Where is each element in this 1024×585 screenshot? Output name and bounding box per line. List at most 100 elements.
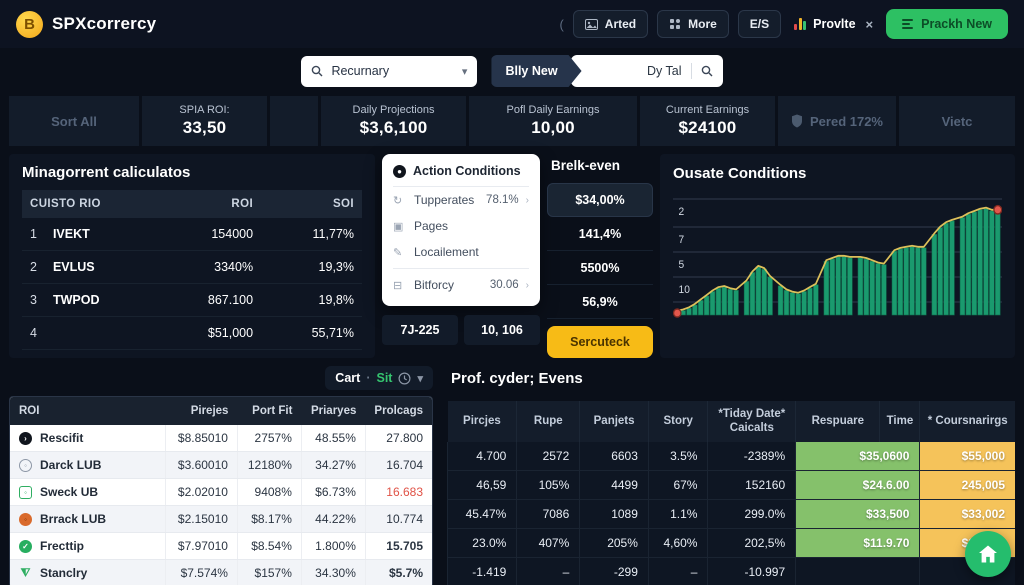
footer-value-2: 10, 106 xyxy=(464,315,540,345)
roi-value-cell: $3.60010 xyxy=(165,451,238,479)
breakeven-selected-value: $34,00% xyxy=(547,183,653,217)
more-label: More xyxy=(688,17,717,31)
roi-value-cell: $7.574% xyxy=(165,559,238,585)
breakeven-title: Brelk-even xyxy=(551,158,621,173)
recurnary-search-input[interactable]: Recurnary ▾ xyxy=(301,55,478,87)
popup-item-tupperates[interactable]: ↻ Tupperates 78.1% › xyxy=(393,187,529,213)
prof-value-cell: 4,60% xyxy=(647,528,708,558)
row-rank: 4 xyxy=(22,316,45,350)
funnel-row-icon: ⧨ xyxy=(20,566,31,579)
vietc-button[interactable]: Vietc xyxy=(899,96,1015,146)
prof-value-cell: -2389% xyxy=(707,441,796,471)
prof-title: Prof. cyder; Evens xyxy=(451,370,583,387)
ring-row-icon: ◦ xyxy=(19,458,32,472)
roi-row-name: ◦ Brrack LUB xyxy=(19,512,156,526)
current-earnings-value: $24100 xyxy=(678,118,737,137)
roi-name-text: Frecttip xyxy=(40,539,85,553)
col-soi: SOI xyxy=(261,190,362,218)
pofl-earnings-value: 10,00 xyxy=(531,118,575,137)
table-row[interactable]: -1.419– -299– -10.997 xyxy=(446,557,1015,585)
prof-col-header: Pircjes xyxy=(447,401,517,442)
prof-value-cell: 46,59 xyxy=(446,470,517,500)
row-soi: 11,77% xyxy=(261,218,362,251)
col-cuisto-rio: CUISTO RIO xyxy=(22,190,156,218)
table-row[interactable]: 4.700 2572 6603 3.5% -2389% $35,0600 $55,000 xyxy=(446,441,1015,471)
table-row[interactable]: ⧨ Stanclry $7.574% $157% 34.30% $5.7% xyxy=(10,559,432,585)
sercuteck-button[interactable]: Sercuteck xyxy=(547,326,653,358)
coursnarirgs-cell: 245,005 xyxy=(919,470,1015,500)
roi-value-cell: 1.800% xyxy=(300,532,366,560)
table-row[interactable]: ✓ Frecttip $7.97010 $8.54% 1.800% 15.705 xyxy=(10,532,432,560)
prof-value-cell: 67% xyxy=(647,470,708,500)
dytal-search-box[interactable]: Dy Tal xyxy=(570,55,723,87)
row-name xyxy=(44,316,156,350)
roi-value-cell: 16.704 xyxy=(364,451,432,479)
stats-row: Sort All SPIA ROI: 33,50 Daily Projectio… xyxy=(0,96,1024,146)
table-row[interactable]: ◦ Sweck UB $2.02010 9408% $6.73% 16.683 xyxy=(10,478,432,506)
row-soi: 55,71% xyxy=(261,316,362,350)
prof-header-row: Pircjes Rupe Panjets Story *Tiday Date* Caic… xyxy=(447,401,1015,442)
table-row[interactable]: 4 $51,000 55,71% xyxy=(22,316,362,350)
roi-col-header: ROI xyxy=(10,397,166,425)
provlte-chip[interactable]: Provlte × xyxy=(790,11,877,38)
table-row[interactable]: 45.47% 7086 1089 1.1% 299.0% $33,500 $33,002 xyxy=(446,499,1015,529)
arted-label: Arted xyxy=(604,17,637,31)
table-row[interactable]: ◦ Darck LUB $3.60010 12180% 34.27% 16.704 xyxy=(10,451,432,479)
ousate-chart: 2 7 5 10 xyxy=(673,191,1002,319)
pered-badge-button[interactable]: Pered 172% xyxy=(778,96,896,146)
minagorrent-panel: Minagorrent caliculatos CUISTO RIO ROI S… xyxy=(9,154,375,358)
col-roi: ROI xyxy=(155,190,262,218)
popup-item-label: Pages xyxy=(414,219,449,233)
es-button[interactable]: E/S xyxy=(737,10,782,38)
pofl-earnings-stat: Pofl Daily Earnings 10,00 xyxy=(469,96,637,146)
action-dot-icon: ● xyxy=(393,164,406,178)
location-icon: ✎ xyxy=(393,246,403,259)
roi-value-cell: $5.7% xyxy=(364,559,432,585)
home-fab-button[interactable] xyxy=(965,531,1011,577)
row-name: IVEKT xyxy=(44,218,156,251)
roi-value-cell: $7.97010 xyxy=(165,532,238,560)
prackh-new-button[interactable]: Prackh New xyxy=(886,9,1008,39)
prof-col-header: Respuare xyxy=(795,401,880,442)
svg-text:10: 10 xyxy=(679,284,690,296)
breakeven-values: 141,4% 5500% 56,9% xyxy=(547,217,653,319)
popup-item-bitforcy[interactable]: ⊟ Bitforcy 30.06 › xyxy=(393,268,529,298)
close-icon[interactable]: × xyxy=(865,16,874,32)
prof-value-cell: 1089 xyxy=(579,499,649,529)
row-name: EVLUS xyxy=(44,250,156,284)
cart-sit-button[interactable]: Cart · Sit ▾ xyxy=(325,366,433,390)
coursnarirgs-cell: $33,002 xyxy=(919,499,1015,529)
prof-col-header: Panjets xyxy=(579,401,649,442)
roi-name-text: Sweck UB xyxy=(40,485,99,499)
popup-item-pages[interactable]: ▣ Pages xyxy=(393,213,529,239)
table-row[interactable]: ◦ Brrack LUB $2.15010 $8.17% 44.22% 10.774 xyxy=(10,505,432,533)
table-row[interactable]: 3 TWPOD 867.100 19,8% xyxy=(22,283,362,317)
popup-item-locailement[interactable]: ✎ Locailement xyxy=(393,239,529,265)
search-icon[interactable] xyxy=(701,65,713,77)
popup-items: ↻ Tupperates 78.1% › ▣ Pages ✎ Locailement ⊟ Bitf… xyxy=(393,187,529,298)
prof-value-cell: 4499 xyxy=(579,470,649,500)
table-row[interactable]: 23.0%407%205%4,60%202,5%$11.9.70$25,000 xyxy=(446,528,1015,558)
table-row[interactable]: 1 IVEKT 154000 11,77% xyxy=(22,218,362,251)
table-row[interactable]: 46,59 105% 4499 67% 152160 $24.6.00 245,005 xyxy=(446,470,1015,500)
prof-value-cell: – xyxy=(647,557,708,585)
sort-all-button[interactable]: Sort All xyxy=(9,96,139,146)
minagorrent-title: Minagorrent caliculatos xyxy=(22,164,191,181)
respuare-cell: $33,500 xyxy=(795,499,920,529)
prof-col-header: * Coursnarirgs xyxy=(919,401,1015,442)
roi-value-cell: 15.705 xyxy=(364,532,432,560)
table-row[interactable]: 2 EVLUS 3340% 19,3% xyxy=(22,250,362,284)
svg-text:5: 5 xyxy=(679,259,685,271)
popup-item-value: 78.1% xyxy=(486,194,519,206)
popup-item-value: 30.06 xyxy=(489,279,519,291)
mina-table-body: 1 IVEKT 154000 11,77% 2 EVLUS 3340% 19,3% 3 TWPOD… xyxy=(22,218,362,350)
more-button[interactable]: More xyxy=(657,10,729,38)
spia-roi-value: 33,50 xyxy=(182,118,227,137)
table-row[interactable]: › Rescifit $8.85010 2757% 48.55% 27.800 xyxy=(10,425,432,452)
arted-button[interactable]: Arted xyxy=(572,10,649,38)
prof-value-cell: 45.47% xyxy=(446,499,517,529)
row-roi: 154000 xyxy=(155,218,262,251)
blly-new-tab[interactable]: Blly New xyxy=(491,55,581,87)
row-rank: 3 xyxy=(22,283,45,317)
daily-projections-label: Daily Projections xyxy=(352,104,435,116)
